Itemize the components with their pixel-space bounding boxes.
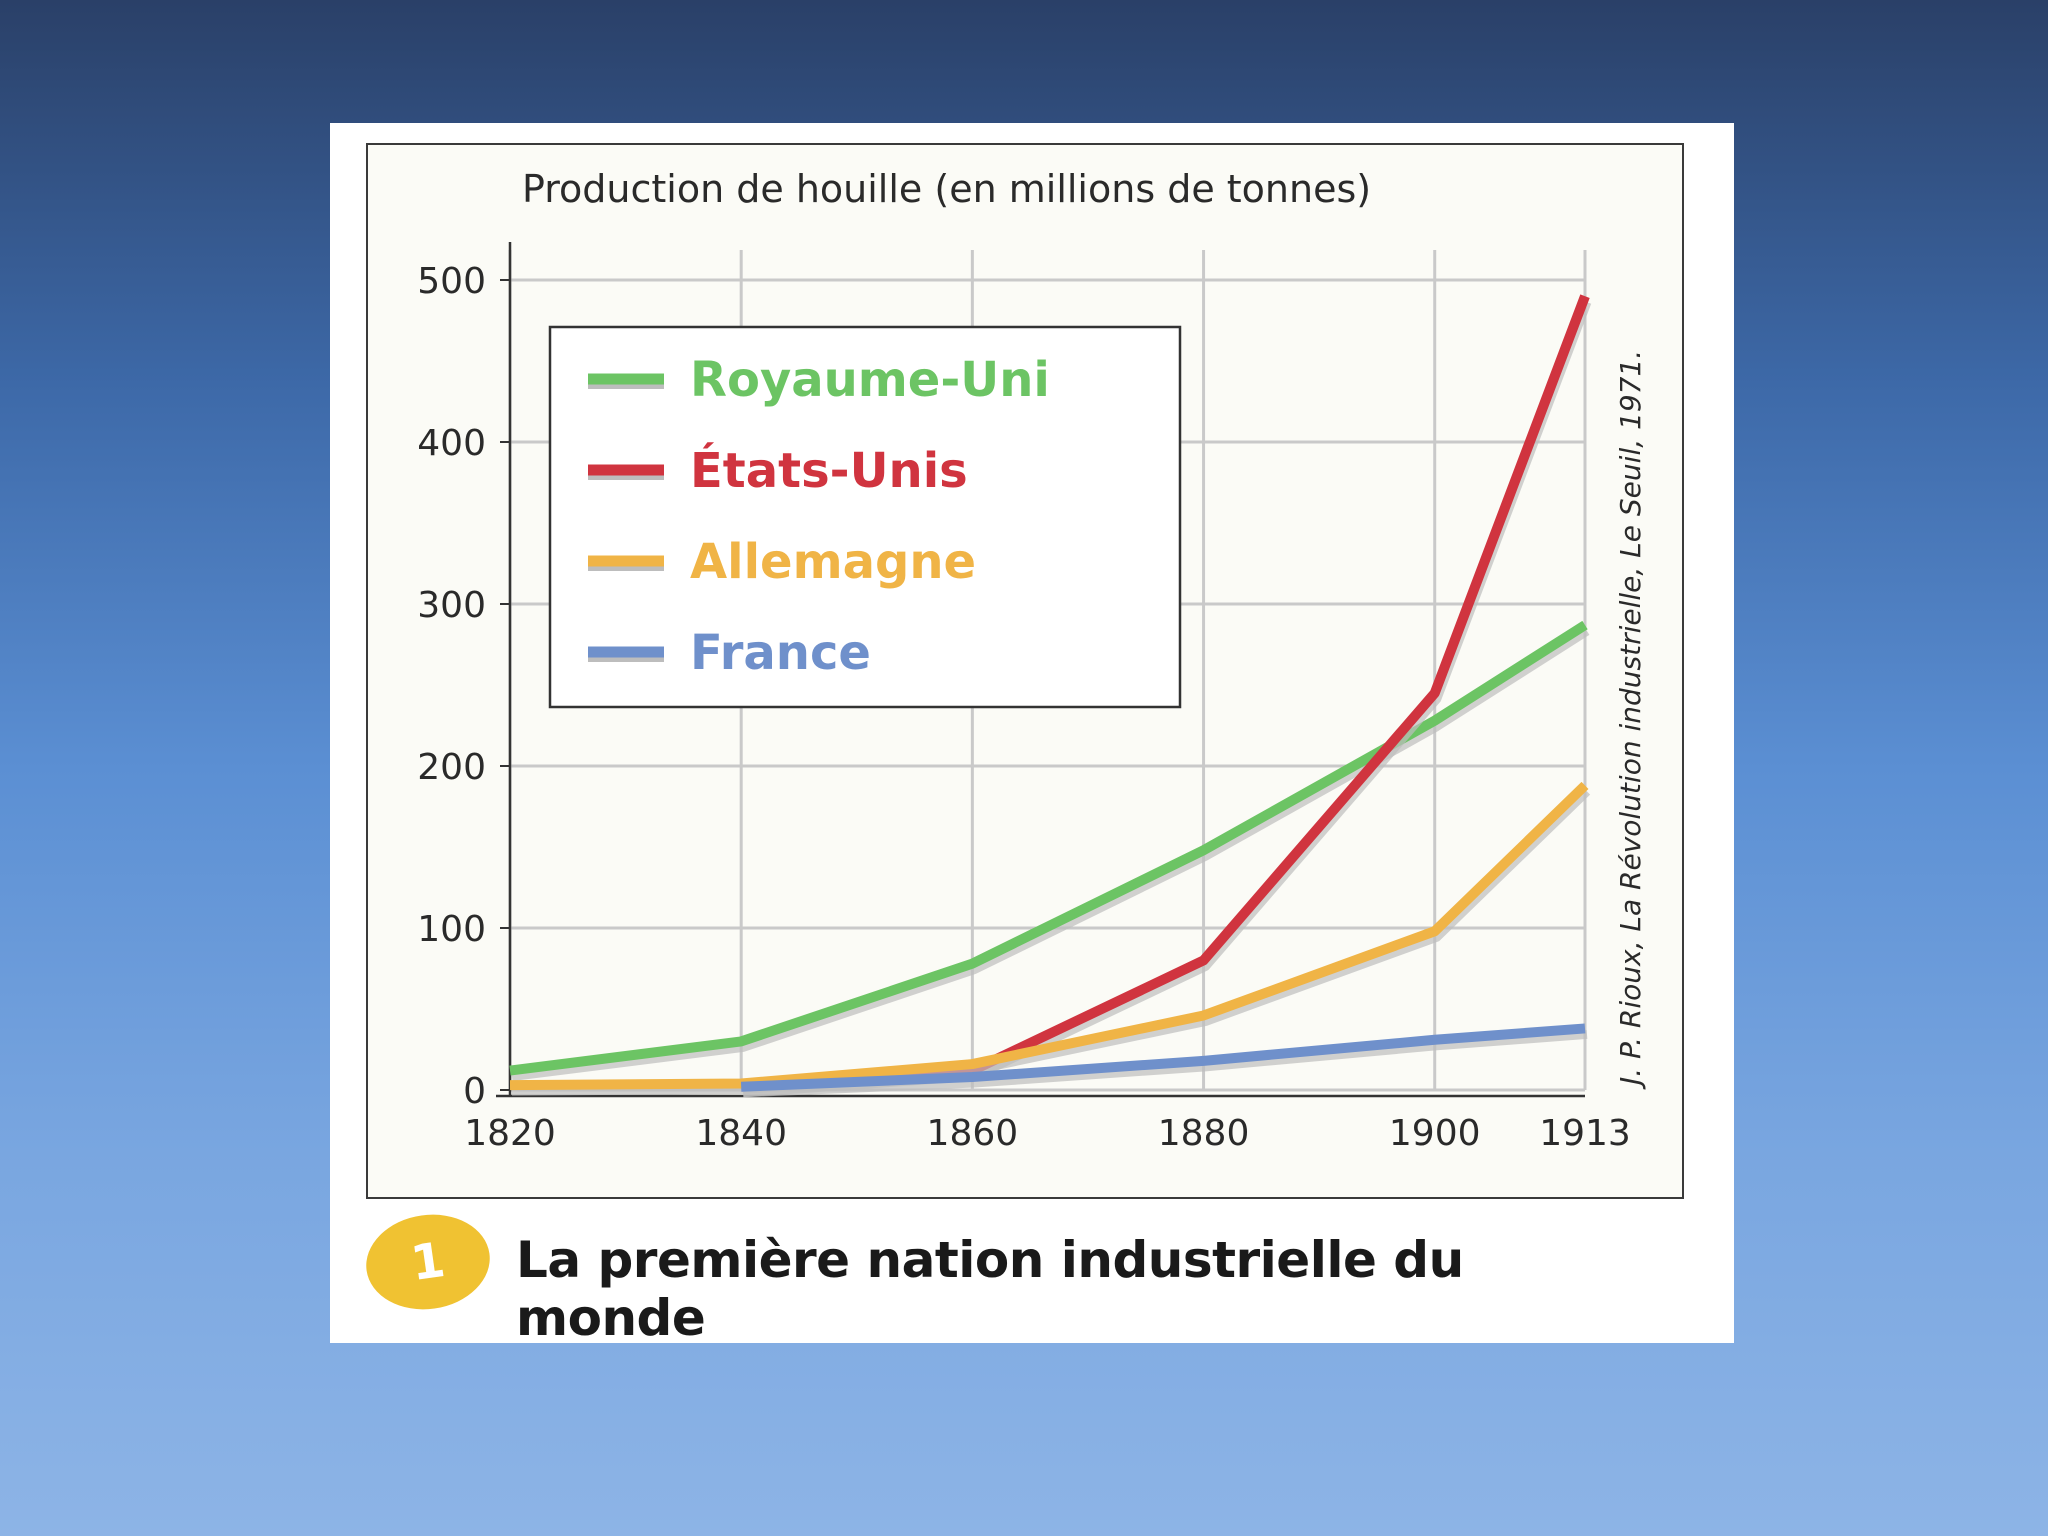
legend-label: Royaume-Uni — [690, 352, 1050, 408]
x-tick-label: 1900 — [1389, 1113, 1481, 1154]
y-tick-label: 100 — [417, 909, 486, 950]
series-line-Allemagne — [509, 781, 1589, 1091]
legend-label: États-Unis — [690, 442, 968, 499]
series-line-France — [740, 1023, 1586, 1092]
figure-caption-row: 1 La première nation industrielle du mon… — [360, 1193, 1666, 1347]
series-shadow — [742, 1029, 1588, 1098]
y-tick-label: 500 — [417, 261, 486, 302]
y-tick-label: 400 — [417, 423, 486, 464]
legend-label: France — [690, 625, 871, 681]
y-tick-label: 0 — [463, 1071, 486, 1112]
x-tick-label: 1913 — [1539, 1113, 1631, 1154]
x-tick-label: 1880 — [1158, 1113, 1250, 1154]
legend-label: Allemagne — [690, 534, 976, 590]
x-tick-label: 1840 — [695, 1113, 787, 1154]
chart-frame: Production de houille (en millions de to… — [366, 143, 1684, 1199]
source-note: J. P. Rioux, La Révolution industrielle,… — [1614, 350, 1647, 1090]
figure-caption: La première nation industrielle du monde — [516, 1231, 1464, 1347]
figure-number-badge: 1 — [360, 1206, 496, 1318]
x-tick-label: 1860 — [927, 1113, 1019, 1154]
series-shadow — [511, 627, 1590, 1082]
chart-title: Production de houille (en millions de to… — [522, 167, 1371, 211]
y-tick-label: 300 — [417, 585, 486, 626]
series-line-Royaume-Uni — [509, 620, 1588, 1076]
x-tick-label: 1820 — [464, 1113, 556, 1154]
series-shadow — [511, 788, 1591, 1096]
y-tick-label: 200 — [417, 747, 486, 788]
figure-card: Production de houille (en millions de to… — [330, 123, 1734, 1347]
coal-production-chart: Production de houille (en millions de to… — [417, 167, 1647, 1154]
legend-box — [548, 325, 1182, 709]
